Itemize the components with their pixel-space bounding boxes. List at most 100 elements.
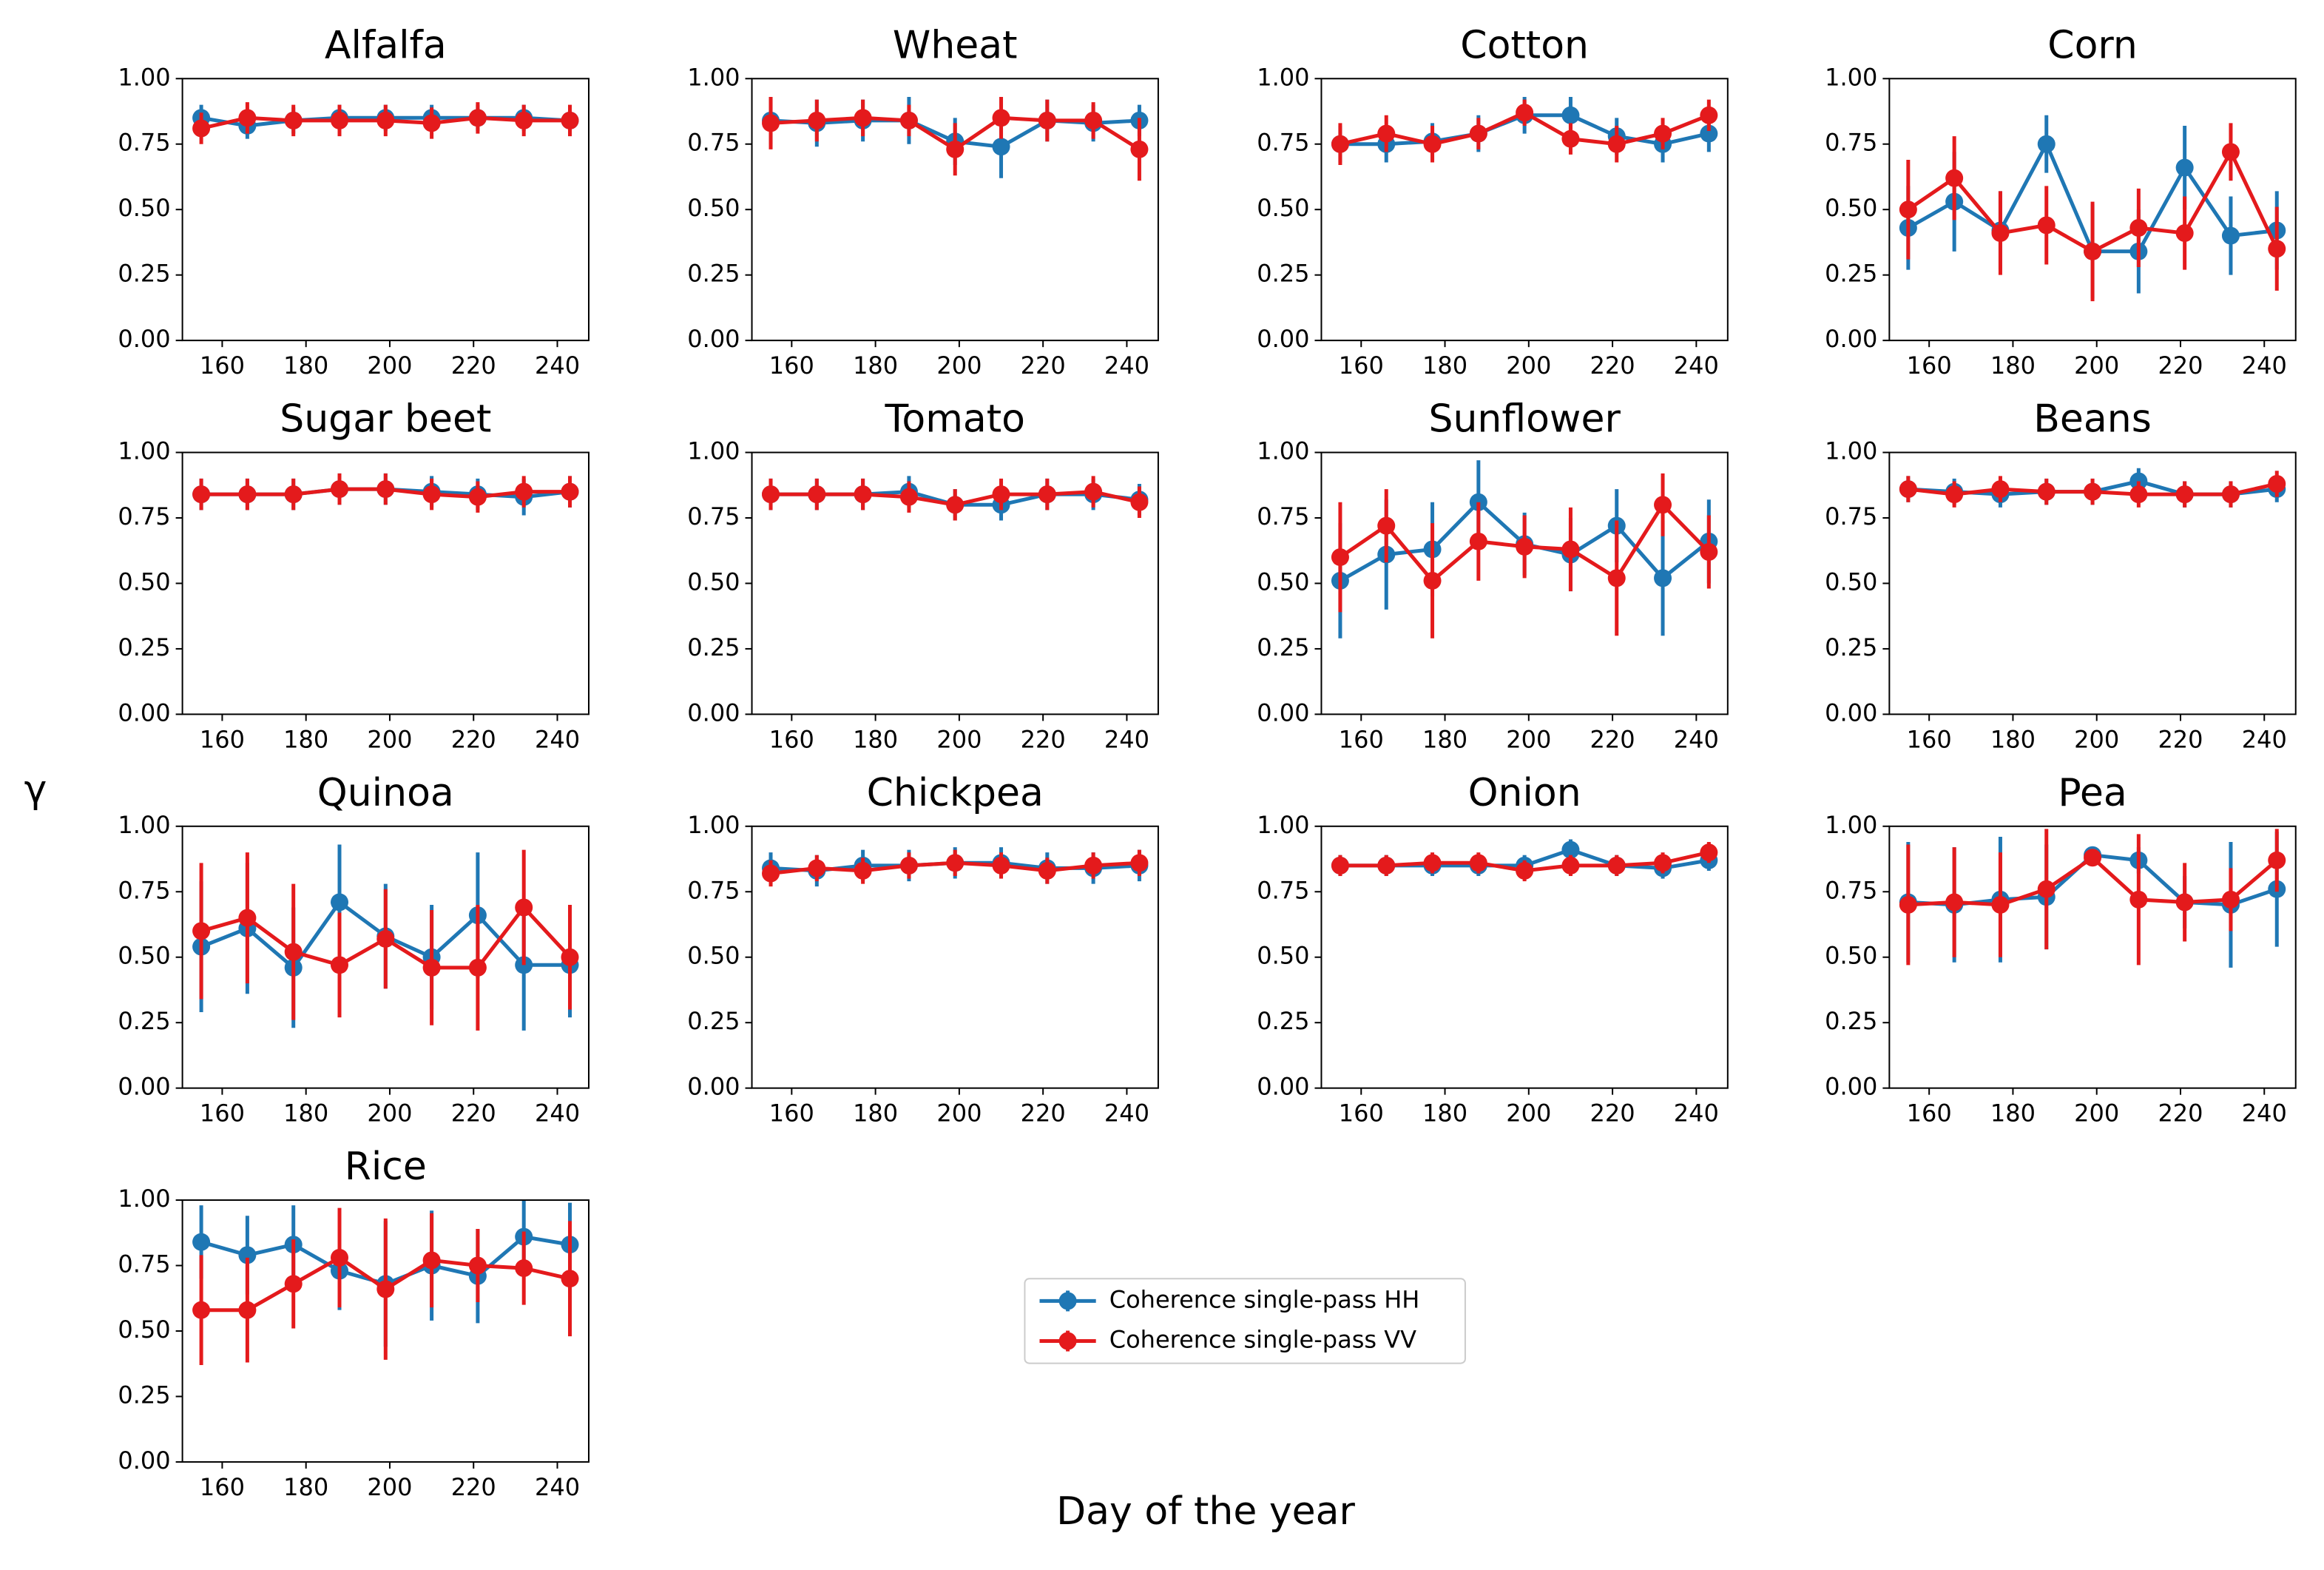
- subplot: Corn 0.00 0.25 0.50 0.75 1.00 160 180 200 220 240: [1825, 23, 2297, 380]
- x-tick-label: 240: [535, 351, 580, 380]
- x-tick-label: 160: [1907, 725, 1952, 753]
- point: [2268, 240, 2286, 258]
- y-tick-label: 0.00: [118, 1446, 170, 1475]
- y-tick-label: 0.00: [687, 325, 740, 353]
- point: [238, 1246, 257, 1264]
- x-tick-label: 240: [535, 1473, 580, 1501]
- point: [2084, 242, 2102, 260]
- point: [1654, 124, 1672, 143]
- axes-frame: [1320, 451, 1729, 715]
- point: [1516, 861, 1534, 880]
- x-tick-label: 240: [1674, 1099, 1719, 1128]
- point: [2175, 485, 2194, 504]
- x-tick-label: 220: [451, 725, 496, 753]
- legend-marker: [1058, 1292, 1077, 1310]
- axes-frame: [1320, 825, 1729, 1089]
- subplot-title: Alfalfa: [325, 23, 447, 67]
- y-tick-label: 0.00: [1257, 698, 1309, 727]
- y-tick-label: 0.25: [687, 260, 740, 288]
- subplot: Cotton 0.00 0.25 0.50 0.75 1.00 160 180 200 220 24…: [1257, 23, 1729, 380]
- x-tick-label: 180: [283, 351, 328, 380]
- legend: Coherence single-pass HH Coherence single…: [1024, 1278, 1466, 1364]
- point: [422, 958, 441, 977]
- y-tick-label: 0.50: [118, 942, 170, 970]
- point: [1945, 893, 1964, 912]
- point: [468, 958, 487, 977]
- y-tick-label: 1.00: [687, 811, 740, 839]
- y-tick-label: 0.25: [1257, 633, 1309, 661]
- x-tick-label: 180: [1990, 351, 2036, 380]
- x-tick-label: 160: [1339, 725, 1384, 753]
- point: [762, 485, 780, 504]
- y-tick-label: 0.00: [118, 698, 170, 727]
- y-tick-label: 0.50: [687, 942, 740, 970]
- subplot: Sunflower 0.00 0.25 0.50 0.75 1.00 160 180 200 22…: [1257, 397, 1729, 753]
- x-tick-label: 240: [2242, 1099, 2287, 1128]
- y-tick-label: 0.25: [687, 1007, 740, 1035]
- y-tick-label: 0.00: [687, 1073, 740, 1101]
- axes-frame: [751, 451, 1159, 715]
- y-tick-label: 0.50: [118, 1315, 170, 1344]
- point: [762, 864, 780, 883]
- axes-frame: [1888, 78, 2297, 342]
- x-tick-label: 240: [535, 1099, 580, 1128]
- subplot: Chickpea 0.00 0.25 0.50 0.75 1.00 160 180 200 220…: [687, 771, 1159, 1128]
- x-tick-label: 180: [1990, 725, 2036, 753]
- y-tick-label: 0.50: [1825, 567, 1877, 596]
- point: [1945, 169, 1964, 187]
- point: [808, 485, 826, 504]
- point: [992, 138, 1010, 156]
- x-tick-label: 240: [2242, 725, 2287, 753]
- subplot: Wheat 0.00 0.25 0.50 0.75 1.00 160 180 200 220 240: [687, 23, 1159, 380]
- y-tick-label: 0.75: [1825, 502, 1877, 530]
- point: [1607, 569, 1626, 587]
- subplot-title: Tomato: [884, 397, 1024, 442]
- y-tick-label: 0.00: [1825, 325, 1877, 353]
- point: [331, 480, 349, 499]
- point: [2129, 485, 2148, 504]
- x-axis-label: Day of the year: [1056, 1489, 1355, 1534]
- point: [284, 1275, 303, 1293]
- point: [2175, 893, 2194, 912]
- subplot-title: Cotton: [1460, 23, 1589, 67]
- point: [854, 109, 872, 127]
- x-tick-label: 200: [936, 1099, 982, 1128]
- y-tick-label: 0.25: [1825, 633, 1877, 661]
- y-tick-label: 0.50: [687, 567, 740, 596]
- point: [2268, 474, 2286, 493]
- x-tick-label: 180: [853, 351, 898, 380]
- point: [1607, 135, 1626, 153]
- y-tick-label: 0.00: [687, 698, 740, 727]
- point: [854, 861, 872, 880]
- point: [1516, 104, 1534, 122]
- point: [946, 854, 965, 872]
- y-tick-label: 1.00: [687, 437, 740, 465]
- subplot: Quinoa 0.00 0.25 0.50 0.75 1.00 160 180 200 220 24…: [118, 771, 590, 1128]
- subplot: Tomato 0.00 0.25 0.50 0.75 1.00 160 180 200 220 24…: [687, 397, 1159, 753]
- x-tick-label: 200: [936, 351, 982, 380]
- y-tick-label: 0.25: [118, 633, 170, 661]
- x-tick-label: 220: [451, 1473, 496, 1501]
- point: [192, 485, 211, 504]
- x-tick-label: 200: [2074, 1099, 2119, 1128]
- y-tick-label: 0.00: [1257, 325, 1309, 353]
- point: [284, 943, 303, 961]
- point: [1654, 496, 1672, 514]
- y-tick-label: 0.50: [118, 567, 170, 596]
- subplot-title: Onion: [1468, 771, 1581, 815]
- y-tick-label: 0.00: [118, 1073, 170, 1101]
- y-tick-label: 1.00: [1825, 437, 1877, 465]
- y-tick-label: 0.25: [687, 633, 740, 661]
- subplot-title: Wheat: [893, 23, 1018, 67]
- x-tick-label: 220: [451, 1099, 496, 1128]
- y-tick-label: 0.25: [1257, 260, 1309, 288]
- x-tick-label: 180: [283, 725, 328, 753]
- y-tick-label: 0.75: [687, 876, 740, 904]
- x-tick-label: 220: [2158, 351, 2203, 380]
- axes-frame: [181, 1199, 590, 1463]
- x-tick-label: 180: [283, 1099, 328, 1128]
- point: [2221, 143, 2240, 161]
- point: [515, 898, 533, 917]
- x-tick-label: 160: [1339, 1099, 1384, 1128]
- point: [1377, 856, 1396, 875]
